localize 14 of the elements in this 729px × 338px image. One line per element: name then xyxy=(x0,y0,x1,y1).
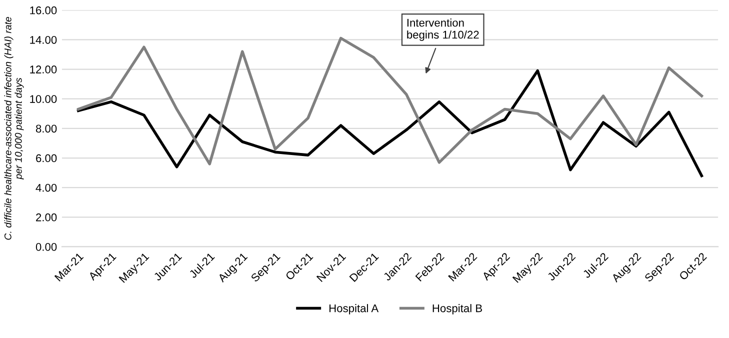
y-axis-title: C. difficile healthcare-associated infection (HAI) rate per 10,000 patient days xyxy=(4,16,24,240)
y-tick-label: 10.00 xyxy=(30,95,57,103)
line-series xyxy=(76,69,704,178)
y-tick-label: 12.00 xyxy=(30,66,57,74)
y-tick-label: 0.00 xyxy=(36,243,57,251)
y-tick-label: 16.00 xyxy=(30,6,57,14)
y-tick-label: 4.00 xyxy=(36,184,57,192)
y-tick-label: 8.00 xyxy=(36,124,57,133)
y-tick-label: 2.00 xyxy=(36,213,57,222)
y-tick-label: 14.00 xyxy=(30,36,57,44)
y-tick-label: 6.00 xyxy=(36,154,57,162)
annotation: Intervention begins 1/10/22 xyxy=(407,18,479,41)
legend-label: Hospital B xyxy=(432,304,482,314)
legend-label: Hospital A xyxy=(329,304,379,314)
